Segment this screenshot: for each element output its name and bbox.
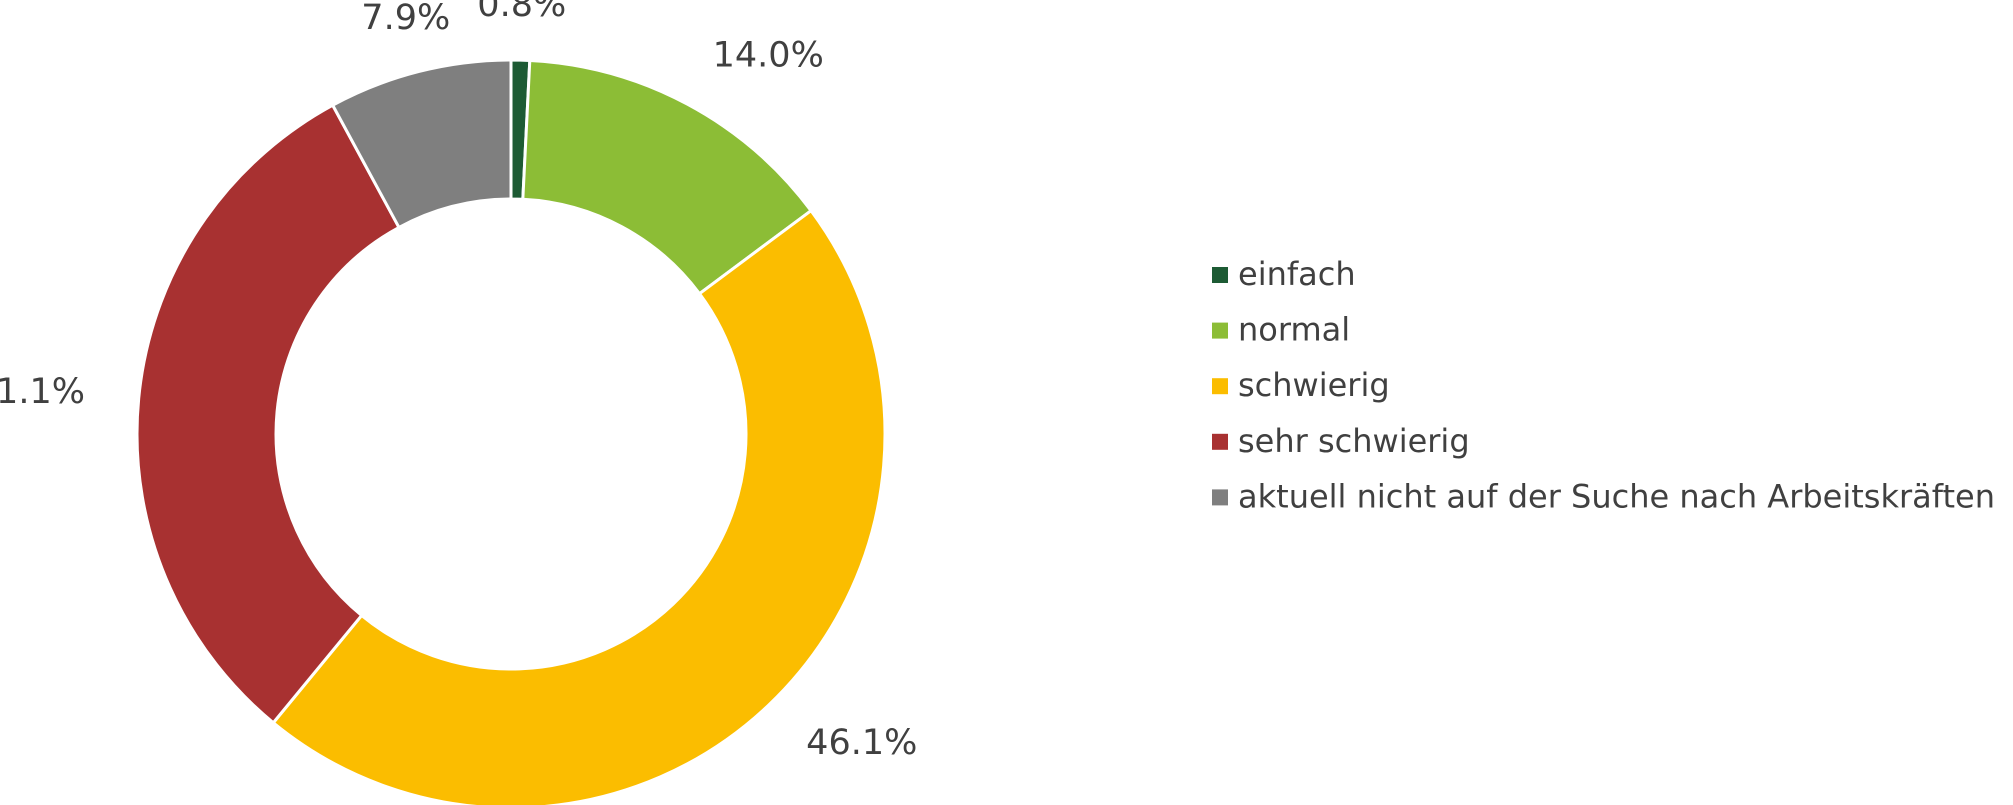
legend-label: sehr schwierig	[1238, 422, 1470, 460]
legend-label: einfach	[1238, 255, 1356, 293]
legend-swatch	[1212, 378, 1228, 395]
donut-segment	[271, 208, 887, 805]
legend-label: schwierig	[1238, 366, 1390, 404]
legend-label: normal	[1238, 311, 1350, 349]
data-label: 31.1%	[0, 372, 85, 412]
donut-segment	[135, 103, 402, 725]
data-label: 14.0%	[713, 35, 824, 75]
legend-swatch	[1212, 322, 1228, 339]
legend-swatch	[1212, 433, 1228, 450]
legend-swatch	[1212, 267, 1228, 283]
legend-label: aktuell nicht auf der Suche nach Arbeits…	[1238, 477, 1995, 515]
legend-swatch	[1212, 489, 1228, 506]
donut-segment	[330, 58, 513, 230]
data-label: 0.8%	[477, 0, 566, 25]
data-label: 7.9%	[361, 0, 450, 38]
data-label: 46.1%	[806, 723, 917, 763]
